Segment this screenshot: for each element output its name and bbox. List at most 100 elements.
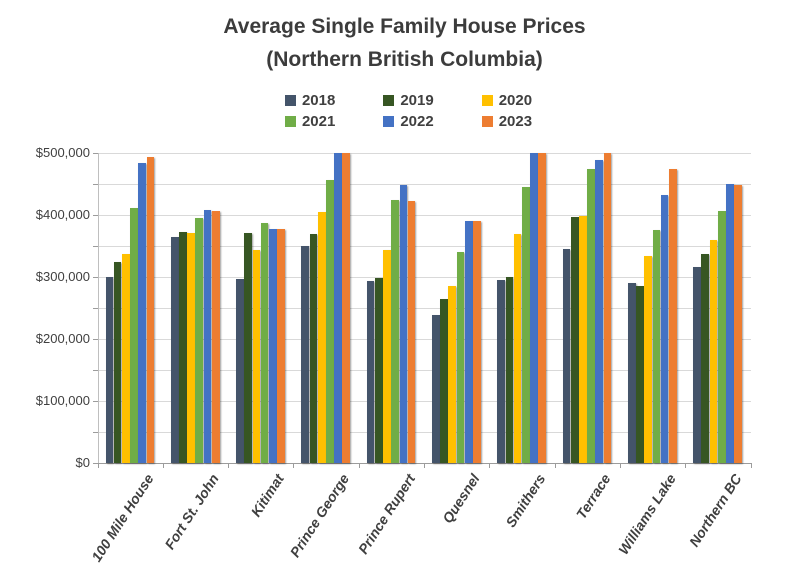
bar-2018 [105, 277, 114, 463]
gridline [97, 401, 751, 402]
x-axis-category-label: Terrace [572, 471, 614, 522]
bar-2019 [440, 298, 448, 463]
bar-2022 [726, 184, 734, 463]
legend-item-2022: 2022 [383, 113, 434, 130]
y-axis-tick [92, 215, 98, 216]
plot-area [92, 153, 752, 468]
legend-item-2018: 2018 [284, 92, 335, 109]
y-axis-tick [92, 463, 98, 464]
legend-swatch [284, 116, 296, 127]
gridline [97, 432, 751, 433]
legend-item-2023: 2023 [481, 113, 533, 130]
bar-2022 [334, 153, 342, 463]
bar-2023 [603, 153, 612, 463]
bar-2021 [652, 229, 661, 463]
y-axis-tick-label: $300,000 [35, 269, 90, 284]
bar-2019 [244, 232, 253, 463]
gridline [97, 339, 751, 340]
bar-2019 [505, 277, 514, 463]
x-axis-tick [750, 463, 752, 468]
bar-2018 [627, 283, 636, 463]
chart-title-line2: (Northern British Columbia) [266, 48, 543, 71]
bar-2018 [236, 279, 244, 463]
bar-2018 [432, 315, 440, 463]
y-axis-tick [92, 153, 98, 154]
chart-title: Average Single Family House Prices (Nort… [0, 10, 787, 76]
legend: 2018 2019 2020 2021 2022 2023 [0, 92, 787, 130]
legend-label: 2022 [400, 113, 434, 130]
x-axis-tick [162, 463, 164, 468]
bar-2023 [538, 153, 547, 463]
legend-item-2019: 2019 [383, 92, 434, 109]
bar-2022 [203, 210, 212, 463]
bar-2023 [734, 185, 742, 463]
x-axis-category-label: Smithers [502, 471, 549, 530]
x-axis-category-label: Kitimat [247, 471, 288, 520]
bar-2023 [473, 221, 481, 463]
bar-2020 [317, 211, 326, 463]
chart-title-line1: Average Single Family House Prices [223, 15, 586, 38]
bar-2021 [521, 187, 530, 463]
gridline [97, 308, 751, 309]
bar-2018 [562, 249, 571, 463]
legend-swatch [481, 116, 493, 127]
y-axis-tick [92, 246, 98, 247]
legend-swatch [383, 116, 395, 127]
bar-2020 [252, 250, 261, 463]
bar-2022 [595, 160, 604, 463]
y-axis-tick [92, 401, 98, 402]
bar-2021 [587, 169, 595, 463]
y-axis-tick [92, 308, 98, 309]
bar-2019 [570, 217, 579, 463]
bar-2021 [456, 252, 465, 463]
bar-2020 [121, 254, 130, 463]
legend-label: 2020 [498, 92, 533, 109]
bar-2023 [407, 201, 416, 463]
legend-swatch [383, 95, 395, 106]
x-axis-category-label: Prince George [286, 471, 353, 560]
x-axis-tick [489, 463, 491, 468]
gridline [97, 184, 751, 185]
y-axis-tick [92, 370, 98, 371]
bar-2018 [301, 246, 310, 463]
bar-2019 [113, 262, 122, 463]
bar-2020 [448, 286, 457, 463]
bar-2021 [391, 199, 400, 463]
x-axis-tick [97, 463, 99, 468]
bar-2020 [187, 232, 195, 463]
bar-2020 [579, 215, 587, 463]
bar-2022 [660, 195, 669, 463]
x-axis-tick [685, 463, 687, 468]
bar-2022 [138, 162, 147, 463]
x-axis-category-label: Fort St. John [161, 471, 222, 553]
bar-2023 [211, 211, 220, 463]
legend-label: 2021 [301, 113, 336, 130]
gridline [97, 246, 751, 247]
y-axis-line [97, 153, 99, 463]
legend-item-2021: 2021 [284, 113, 336, 130]
x-axis-tick [293, 463, 295, 468]
bar-2021 [717, 210, 726, 463]
y-axis-tick [92, 432, 98, 433]
x-axis-category-label: Prince Rupert [354, 471, 418, 557]
bar-2021 [326, 179, 334, 463]
bar-2020 [644, 255, 653, 463]
bar-2019 [636, 285, 644, 463]
bar-2019 [374, 278, 383, 463]
legend-swatch [284, 95, 296, 106]
y-axis-tick [92, 277, 98, 278]
bar-2020 [513, 234, 522, 463]
bar-2020 [383, 250, 391, 463]
legend-label: 2019 [400, 92, 434, 109]
y-axis-tick-label: $400,000 [35, 207, 90, 222]
bar-2021 [260, 223, 269, 463]
x-axis-tick [358, 463, 360, 468]
gridline [97, 153, 751, 154]
x-axis-category-label: 100 Mile House [88, 471, 157, 565]
legend-label: 2023 [498, 113, 533, 130]
y-axis-tick-label: $500,000 [35, 145, 90, 160]
legend-grid: 2018 2019 2020 2021 2022 2023 [284, 92, 533, 130]
bar-2019 [179, 231, 187, 463]
x-axis-tick [424, 463, 425, 468]
